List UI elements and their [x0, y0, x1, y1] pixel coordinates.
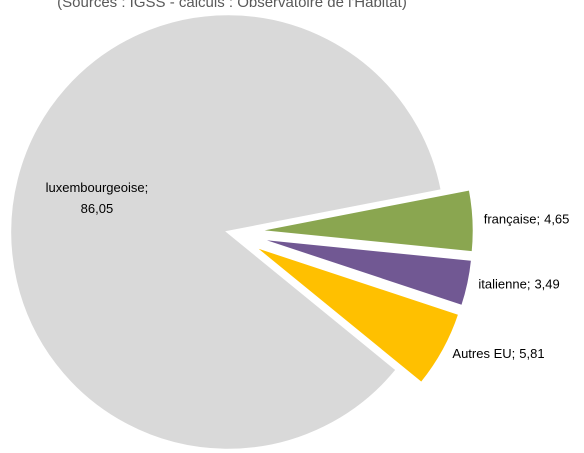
pie-slice [251, 244, 462, 386]
label-separator: ; [512, 347, 516, 362]
label-category: française [484, 212, 537, 227]
label-value: 3,49 [534, 277, 559, 292]
data-label: italienne; 3,49 [478, 277, 559, 292]
data-label: Autres EU; 5,81 [452, 347, 544, 362]
label-value: 86,05 [81, 201, 114, 216]
label-category: luxembourgeoise [46, 180, 145, 195]
label-value: 5,81 [519, 347, 544, 362]
data-label: luxembourgeoise; 86,05 [46, 180, 149, 216]
label-category: Autres EU [452, 347, 511, 362]
data-label: française; 4,65 [484, 212, 570, 227]
label-separator: ; [536, 212, 540, 227]
pie-slice [254, 236, 474, 308]
pie-slice [255, 187, 476, 254]
label-separator: ; [145, 180, 149, 195]
pie-slice [8, 12, 444, 452]
label-separator: ; [527, 277, 531, 292]
label-category: italienne [478, 277, 526, 292]
label-value: 4,65 [544, 212, 569, 227]
chart-subtitle: (Sources : IGSS - calculs : Observatoire… [57, 0, 407, 11]
